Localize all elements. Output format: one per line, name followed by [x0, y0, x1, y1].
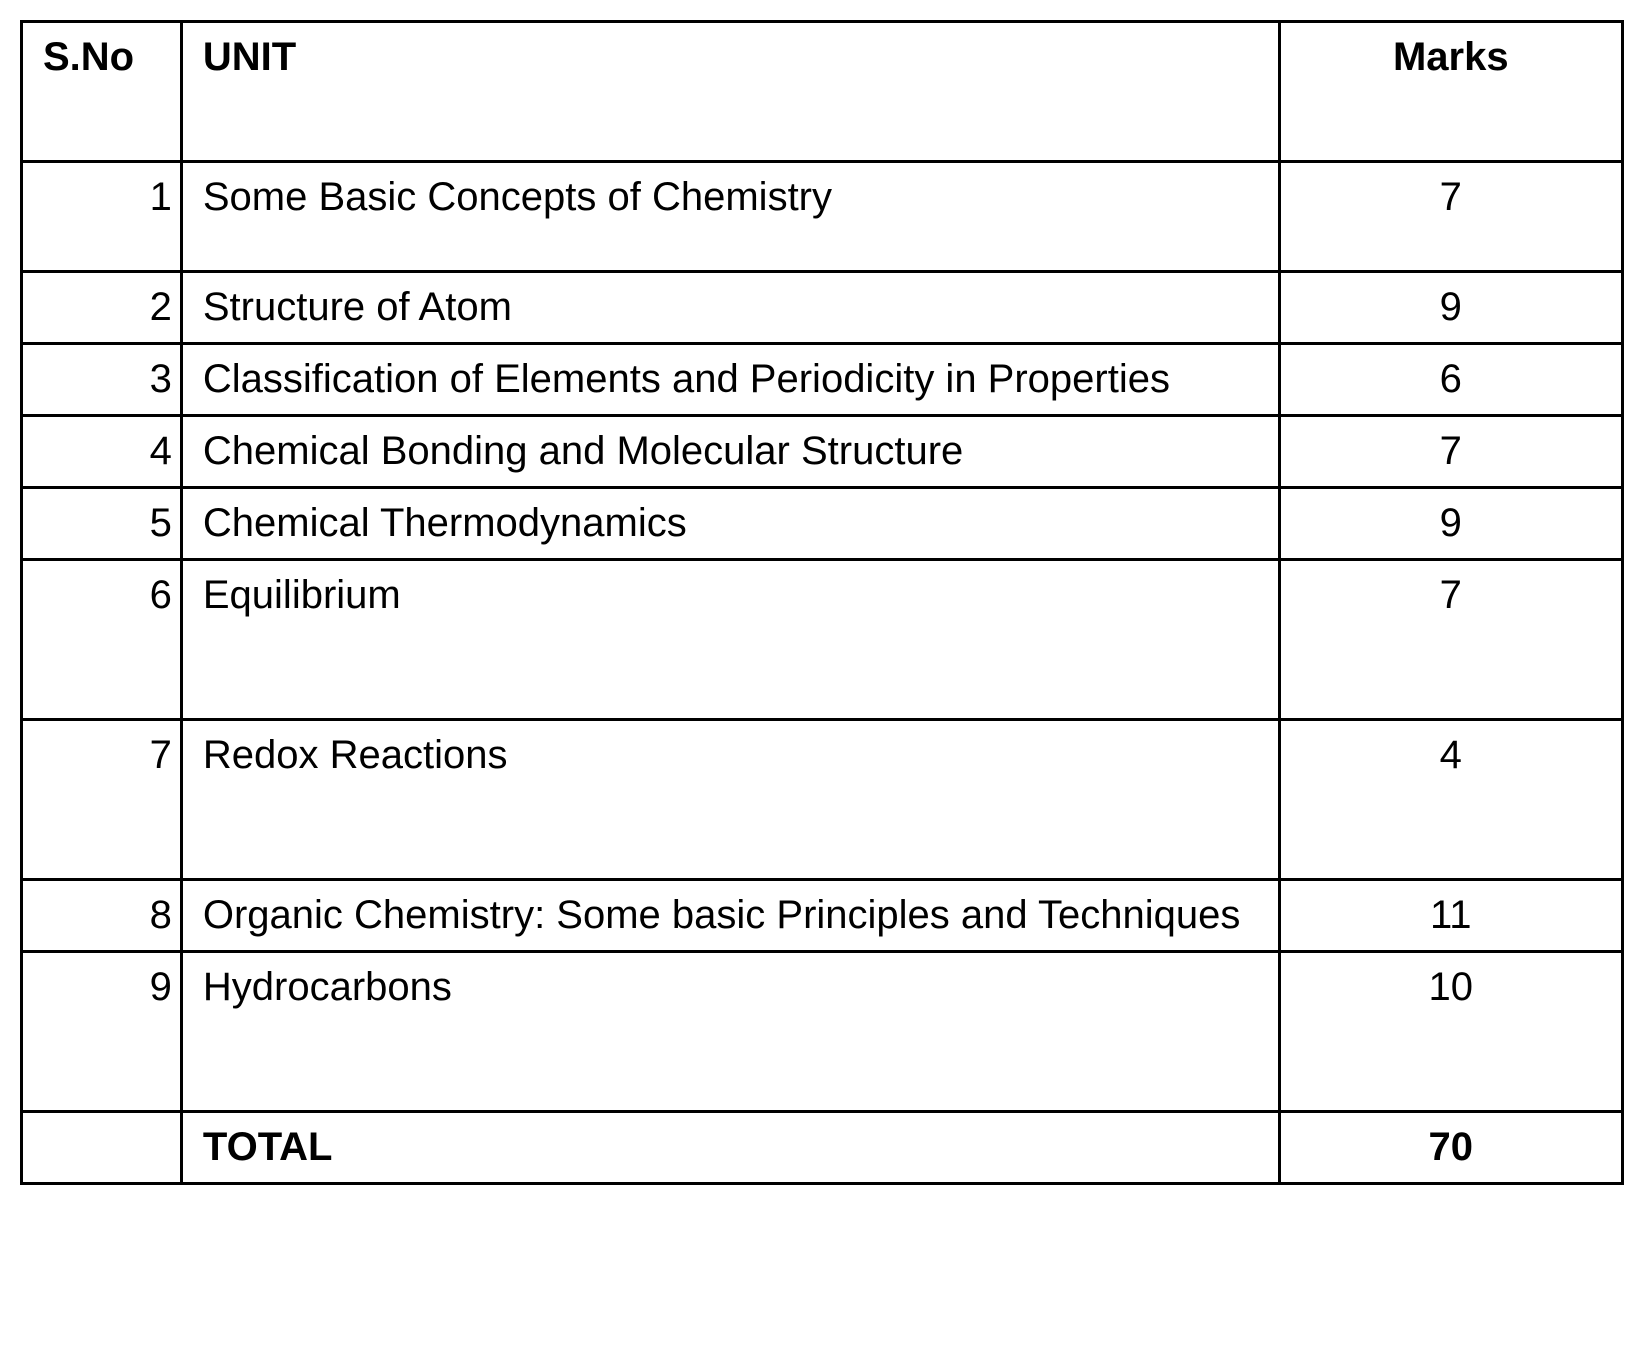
- table-row: 4 Chemical Bonding and Molecular Structu…: [22, 416, 1623, 488]
- cell-unit: Equilibrium: [181, 560, 1279, 720]
- table-row: 2 Structure of Atom 9: [22, 272, 1623, 344]
- cell-marks: 4: [1279, 720, 1622, 880]
- cell-sno: 2: [22, 272, 182, 344]
- cell-marks: 11: [1279, 880, 1622, 952]
- cell-sno: 4: [22, 416, 182, 488]
- cell-unit: Chemical Thermodynamics: [181, 488, 1279, 560]
- cell-sno-total: [22, 1112, 182, 1184]
- table-row: 8 Organic Chemistry: Some basic Principl…: [22, 880, 1623, 952]
- cell-marks: 9: [1279, 272, 1622, 344]
- table-row: 5 Chemical Thermodynamics 9: [22, 488, 1623, 560]
- cell-total-label: TOTAL: [181, 1112, 1279, 1184]
- cell-sno: 5: [22, 488, 182, 560]
- cell-unit: Hydrocarbons: [181, 952, 1279, 1112]
- cell-unit: Some Basic Concepts of Chemistry: [181, 162, 1279, 272]
- cell-sno: 3: [22, 344, 182, 416]
- header-unit: UNIT: [181, 22, 1279, 162]
- cell-unit: Organic Chemistry: Some basic Principles…: [181, 880, 1279, 952]
- cell-marks: 9: [1279, 488, 1622, 560]
- cell-sno: 7: [22, 720, 182, 880]
- cell-total-marks: 70: [1279, 1112, 1622, 1184]
- table-row: 1 Some Basic Concepts of Chemistry 7: [22, 162, 1623, 272]
- table-row: 7 Redox Reactions 4: [22, 720, 1623, 880]
- cell-marks: 6: [1279, 344, 1622, 416]
- cell-sno: 9: [22, 952, 182, 1112]
- cell-unit: Structure of Atom: [181, 272, 1279, 344]
- cell-marks: 7: [1279, 162, 1622, 272]
- table-row: 3 Classification of Elements and Periodi…: [22, 344, 1623, 416]
- marks-table: S.No UNIT Marks 1 Some Basic Concepts of…: [20, 20, 1624, 1185]
- cell-unit: Redox Reactions: [181, 720, 1279, 880]
- cell-marks: 7: [1279, 560, 1622, 720]
- table-header-row: S.No UNIT Marks: [22, 22, 1623, 162]
- cell-marks: 7: [1279, 416, 1622, 488]
- header-sno: S.No: [22, 22, 182, 162]
- cell-marks: 10: [1279, 952, 1622, 1112]
- table-row: 9 Hydrocarbons 10: [22, 952, 1623, 1112]
- header-marks: Marks: [1279, 22, 1622, 162]
- table-row: 6 Equilibrium 7: [22, 560, 1623, 720]
- cell-unit: Classification of Elements and Periodici…: [181, 344, 1279, 416]
- cell-sno: 6: [22, 560, 182, 720]
- cell-sno: 1: [22, 162, 182, 272]
- table-total-row: TOTAL 70: [22, 1112, 1623, 1184]
- cell-sno: 8: [22, 880, 182, 952]
- cell-unit: Chemical Bonding and Molecular Structure: [181, 416, 1279, 488]
